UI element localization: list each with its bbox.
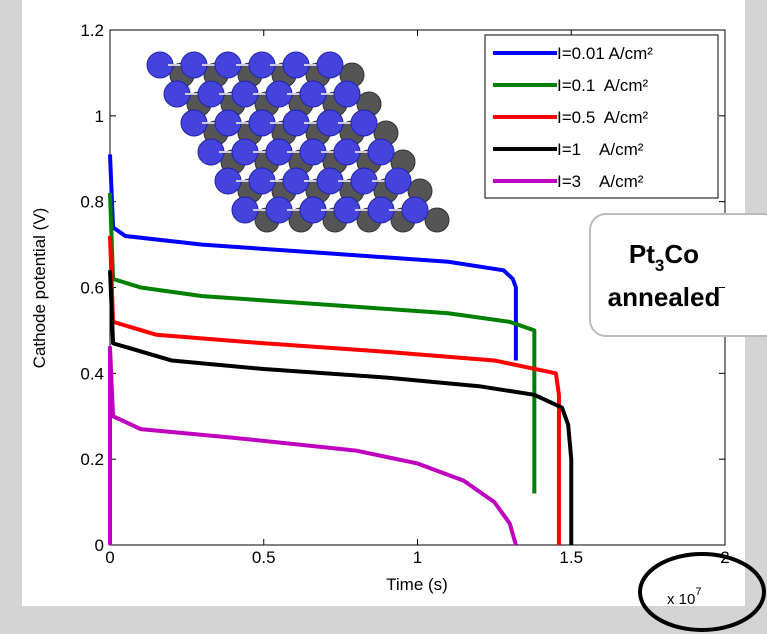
y-tick-label: 0.2 [80,450,104,469]
annotation-part: Co [664,239,699,269]
y-axis-label: Cathode potential (V) [30,208,49,369]
atom [384,167,412,195]
y-tick-label: 0 [95,536,104,555]
y-tick-label: 0.6 [80,279,104,298]
y-tick-label: 1.2 [80,21,104,40]
y-tick-label: 0.8 [80,193,104,212]
annotation-line2: annealed [608,282,721,312]
legend-label: I=0.5 A/cm² [557,108,649,127]
atom [401,196,429,224]
x-tick-label: 2 [720,548,729,567]
x-multiplier-base: x 10 [667,591,695,608]
structure-inset [146,51,450,233]
series-line [108,270,574,545]
annotation-subscript: 3 [655,256,664,275]
atom [316,51,344,79]
annotation-box [589,213,767,337]
annotation-part: Pt [629,239,655,269]
atom [350,109,378,137]
series-line [108,345,518,546]
x-tick-label: 0 [105,548,114,567]
x-tick-label: 0.5 [252,548,276,567]
x-multiplier-exponent: 7 [695,586,701,598]
legend-label: I=3 A/cm² [557,172,644,191]
x-axis-label: Time (s) [386,575,448,594]
y-tick-label: 1 [95,107,104,126]
annotation-line1: Pt3Co [629,239,699,275]
x-multiplier: x 107 [667,586,701,608]
legend-label: I=1 A/cm² [557,140,644,159]
highlight-ellipse [638,552,766,632]
series-line [108,193,537,494]
atom [424,207,450,233]
atom [367,138,395,166]
x-tick-label: 1 [413,548,422,567]
series-line [108,235,561,545]
legend-label: I=0.1 A/cm² [557,76,649,95]
y-tick-label: 0.4 [80,364,104,383]
x-tick-label: 1.5 [559,548,583,567]
atom [333,80,361,108]
legend-label: I=0.01 A/cm² [557,44,653,63]
series-line [108,154,518,361]
